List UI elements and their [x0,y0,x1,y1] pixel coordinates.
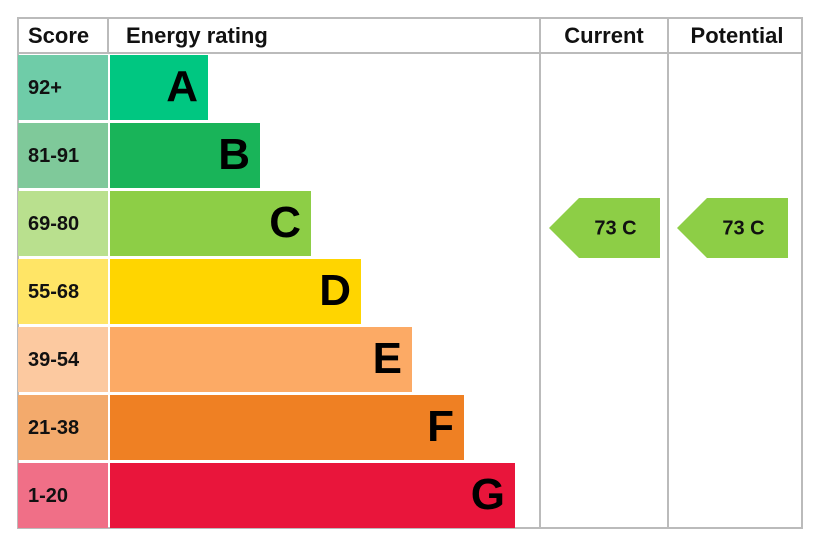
score-cell [18,463,108,528]
rating-bar [110,395,464,460]
rating-bar [110,259,361,324]
rating-letter: B [218,130,250,179]
score-label: 55-68 [28,281,79,303]
score-label: 21-38 [28,417,79,439]
header-energy-rating: Energy rating [126,23,268,48]
rating-bar [110,463,515,528]
score-cell [18,123,108,188]
rating-letter: D [319,266,351,315]
rating-letter: E [373,334,402,383]
score-cell [18,55,108,120]
header-score: Score [28,23,89,48]
potential-label: 73 C [722,217,764,239]
rating-letter: G [471,470,505,519]
header-current: Current [564,23,644,48]
potential-arrow [677,198,788,258]
score-label: 81-91 [28,145,79,167]
score-cell [18,259,108,324]
rating-letter: A [166,62,198,111]
header-potential: Potential [691,23,784,48]
score-cell [18,191,108,256]
score-label: 1-20 [28,485,68,507]
rating-bar [110,55,208,120]
score-label: 39-54 [28,349,80,371]
rating-letter: C [269,198,301,247]
score-cell [18,395,108,460]
score-cell [18,327,108,392]
rating-bar [110,327,412,392]
rating-letter: F [427,402,454,451]
current-label: 73 C [594,217,636,239]
score-label: 92+ [28,77,62,99]
rating-bar [110,191,311,256]
score-label: 69-80 [28,213,79,235]
current-arrow [549,198,660,258]
rating-bar [110,123,260,188]
